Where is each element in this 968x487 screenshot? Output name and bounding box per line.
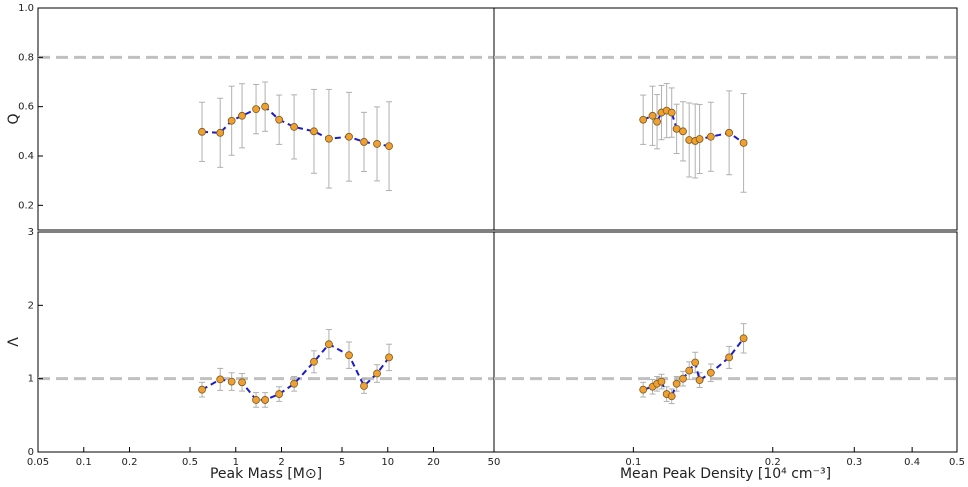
data-point: [679, 127, 687, 136]
x-tick-label: 0.1: [76, 457, 92, 468]
x-tick-label: 0.5: [182, 457, 198, 468]
plot-frame: [493, 231, 958, 453]
data-point: [227, 116, 236, 125]
panel: 0.1 0.2 0.3 0.4 0.5 Mean Peak Density [10⁴ cm…: [493, 231, 965, 482]
data-point: [725, 128, 734, 137]
data-point: [290, 379, 298, 388]
data-point: [324, 134, 333, 143]
y-tick-label: 0.4: [18, 151, 34, 162]
data-point: [227, 377, 236, 386]
data-point: [275, 390, 284, 398]
x-tick-label: 2: [278, 457, 284, 468]
data-point: [216, 128, 225, 137]
data-point: [639, 115, 648, 124]
data-point: [653, 117, 661, 126]
x-tick-label: 0.5: [949, 457, 965, 468]
y-tick-label: 0.2: [18, 200, 34, 211]
data-point: [679, 374, 687, 383]
data-point: [324, 340, 333, 349]
data-point: [667, 392, 676, 401]
x-tick-label: 20: [427, 457, 440, 468]
data-point: [373, 140, 381, 148]
data-point: [198, 127, 206, 136]
data-point: [310, 357, 318, 366]
y-tick-label: 1: [28, 374, 34, 385]
data-point: [648, 111, 657, 120]
plot-frame: [37, 231, 495, 453]
panel: 0 1 2 3 0.05 0.1 0.2 0.5 1 2 5 10 20 50 Λ Peak Mass [M⊙…: [6, 227, 500, 482]
plot-frame: [37, 7, 495, 231]
data-point: [706, 368, 715, 377]
y-tick-label: 0: [28, 447, 34, 458]
data-point: [252, 105, 260, 114]
data-point: [345, 132, 353, 141]
data-point: [706, 132, 715, 141]
y-tick-label: 0.6: [18, 102, 34, 113]
data-point: [672, 124, 681, 133]
data-point: [639, 385, 648, 394]
data-point: [198, 385, 206, 394]
data-point: [261, 102, 270, 111]
data-point: [360, 138, 368, 146]
x-tick-label: 0.2: [122, 457, 138, 468]
data-point: [261, 396, 270, 404]
data-point: [739, 334, 748, 343]
x-tick-label: 0.05: [27, 457, 49, 468]
plot-frame: [493, 7, 958, 231]
data-point: [252, 396, 260, 404]
data-point: [216, 375, 225, 384]
data-point: [275, 115, 284, 124]
y-tick-label: 2: [28, 300, 34, 311]
y-tick-label: 1.0: [18, 3, 34, 14]
data-point: [725, 353, 734, 362]
panel: 0.2 0.4 0.6 0.8 1.0 Q: [6, 3, 495, 231]
x-tick-label: 1: [233, 457, 239, 468]
y-tick-label: 0.8: [18, 52, 34, 63]
y-axis-label: Q: [6, 113, 22, 124]
x-tick-label: 10: [381, 457, 394, 468]
y-axis-label: Λ: [6, 337, 22, 347]
x-axis-label: Mean Peak Density [10⁴ cm⁻³]: [620, 466, 831, 482]
x-tick-label: 0.3: [846, 457, 862, 468]
x-tick-label: 0.1: [625, 457, 641, 468]
x-tick-label: 50: [488, 457, 501, 468]
data-point: [238, 111, 246, 120]
data-point: [238, 378, 246, 387]
panel: [493, 7, 958, 231]
data-point: [657, 377, 666, 386]
data-point: [667, 108, 676, 117]
data-point: [385, 142, 393, 151]
x-tick-label: 0.4: [904, 457, 920, 468]
data-point: [373, 369, 381, 378]
x-axis-label: Peak Mass [M⊙]: [210, 466, 322, 482]
data-point: [385, 353, 393, 362]
data-point: [695, 376, 704, 385]
data-point: [695, 135, 704, 143]
data-point: [685, 366, 694, 375]
x-tick-label: 0.2: [765, 457, 781, 468]
data-point: [310, 127, 318, 136]
data-point: [691, 358, 700, 367]
data-line: [642, 337, 745, 398]
x-tick-label: 5: [339, 457, 345, 468]
data-point: [290, 122, 298, 131]
data-point: [360, 382, 368, 390]
data-point: [739, 139, 748, 147]
y-tick-label: 3: [28, 227, 34, 238]
data-point: [672, 379, 681, 388]
data-point: [345, 351, 353, 360]
